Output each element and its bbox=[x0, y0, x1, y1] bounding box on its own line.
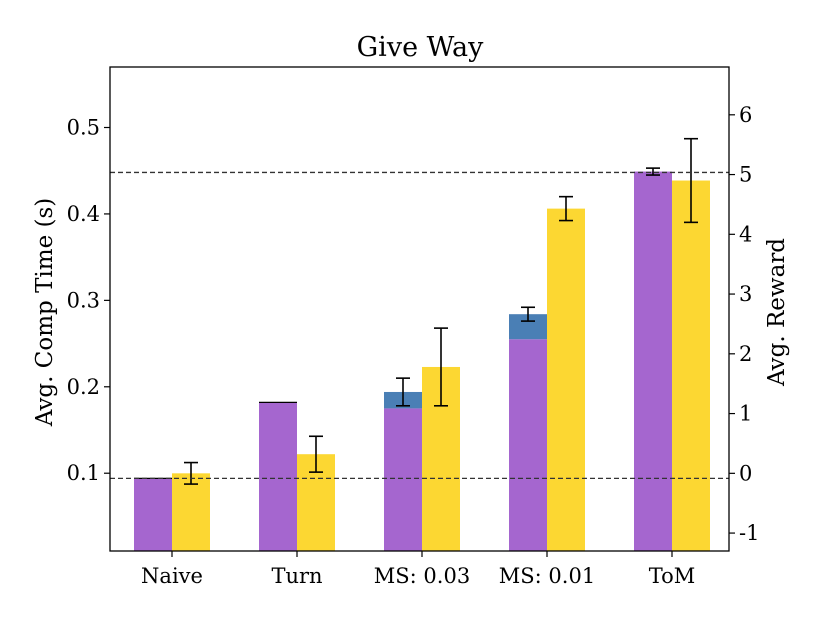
x-tick-label: Naive bbox=[141, 564, 203, 588]
comp-time-bar-4 bbox=[634, 171, 672, 552]
y-right-tick-label: 2 bbox=[739, 342, 752, 366]
reward-error-4 bbox=[684, 137, 698, 224]
y-right-tick-label: -1 bbox=[739, 521, 759, 545]
comp-time-bar-1 bbox=[259, 402, 297, 551]
comp-time-error-2 bbox=[396, 377, 410, 407]
y-left-tick-label: 0.1 bbox=[67, 461, 100, 485]
x-tick-label: MS: 0.01 bbox=[499, 564, 595, 588]
comp-time-error-4 bbox=[646, 167, 660, 176]
y-axis-right-label: Avg. Reward bbox=[764, 238, 790, 387]
x-tick-label: ToM bbox=[649, 564, 696, 588]
chart-title: Give Way bbox=[357, 32, 485, 63]
reward-error-2 bbox=[434, 327, 448, 407]
reward-error-1 bbox=[309, 435, 323, 473]
y-left-tick-label: 0.4 bbox=[67, 202, 100, 226]
y-left-tick-label: 0.3 bbox=[67, 288, 100, 312]
reward-error-0 bbox=[184, 461, 198, 485]
reward-bar-4 bbox=[672, 180, 710, 551]
plot-frame bbox=[109, 66, 730, 552]
y-right-tick-label: 4 bbox=[739, 222, 752, 246]
y-axis-left-label: Avg. Comp Time (s) bbox=[32, 198, 58, 427]
reward-bar-3 bbox=[547, 208, 585, 552]
comp-time-bar-0 bbox=[134, 478, 172, 551]
y-left-tick-label: 0.5 bbox=[67, 116, 100, 140]
y-right-tick-label: 1 bbox=[739, 402, 752, 426]
comp-time-bar-2 bbox=[384, 408, 422, 551]
x-tick-label: MS: 0.03 bbox=[374, 564, 470, 588]
x-tick-label: Turn bbox=[271, 564, 322, 588]
reward-bar-0 bbox=[172, 473, 210, 551]
y-left-tick-label: 0.2 bbox=[67, 375, 100, 399]
y-right-tick-label: 3 bbox=[739, 282, 752, 306]
y-right-tick-label: 5 bbox=[739, 163, 752, 187]
y-right-tick-label: 6 bbox=[739, 103, 752, 127]
y-right-tick-label: 0 bbox=[739, 461, 752, 485]
comp-time-error-3 bbox=[521, 306, 535, 322]
reward-error-3 bbox=[559, 195, 573, 222]
comp-time-bar-3 bbox=[509, 339, 547, 551]
